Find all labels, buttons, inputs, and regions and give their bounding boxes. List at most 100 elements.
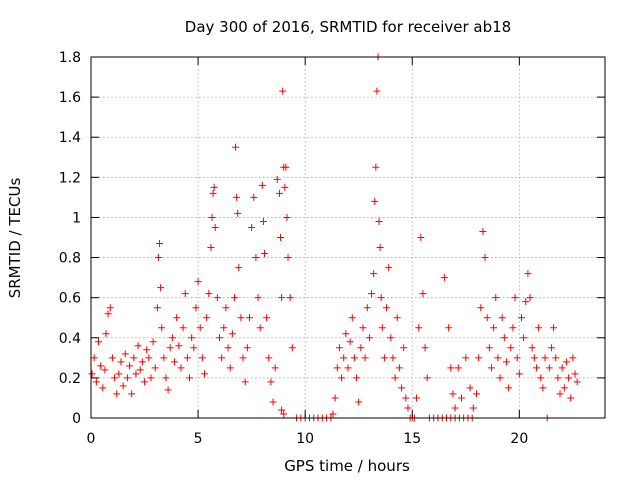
data-point — [288, 344, 296, 352]
data-point — [404, 404, 412, 412]
data-point — [573, 378, 581, 386]
data-point — [203, 314, 211, 322]
y-tick-label: 0.2 — [59, 371, 81, 387]
data-point — [90, 354, 98, 362]
data-point — [537, 374, 545, 382]
data-point — [149, 338, 157, 346]
data-point — [198, 354, 206, 362]
data-point — [490, 324, 498, 332]
data-point — [373, 87, 381, 95]
data-point — [269, 398, 277, 406]
data-point — [342, 330, 350, 338]
chart-title: Day 300 of 2016, SRMTID for receiver ab1… — [185, 18, 511, 36]
data-point — [248, 223, 256, 231]
data-point — [415, 324, 423, 332]
data-point — [539, 384, 547, 392]
data-point — [353, 374, 361, 382]
data-point — [201, 370, 209, 378]
data-point — [157, 284, 165, 292]
data-point — [166, 344, 174, 352]
data-point — [260, 250, 268, 258]
data-point — [108, 354, 116, 362]
data-point — [278, 294, 286, 302]
data-point — [175, 342, 183, 350]
data-point — [372, 163, 380, 171]
data-point — [340, 354, 348, 362]
x-tick-label: 20 — [510, 431, 528, 447]
data-point — [136, 366, 144, 374]
data-point — [226, 364, 234, 372]
data-point — [286, 294, 294, 302]
data-point — [447, 364, 455, 372]
data-point — [101, 366, 109, 374]
data-point — [94, 338, 102, 346]
data-point — [562, 358, 570, 366]
data-point — [560, 384, 568, 392]
data-point — [271, 364, 279, 372]
data-point — [417, 234, 425, 241]
data-point — [239, 354, 247, 362]
data-point — [377, 294, 385, 302]
data-point — [258, 181, 266, 189]
data-point — [216, 334, 223, 342]
plot-border — [90, 56, 606, 419]
data-point — [279, 87, 287, 95]
data-point — [145, 354, 153, 362]
data-point — [402, 394, 410, 402]
data-point — [188, 334, 196, 342]
data-point — [387, 334, 395, 342]
data-point — [507, 344, 515, 352]
y-tick-label: 1 — [72, 210, 81, 226]
data-point — [265, 354, 273, 362]
data-point — [281, 183, 289, 191]
data-point — [550, 324, 558, 332]
data-point — [380, 354, 388, 362]
data-point — [132, 370, 140, 378]
data-point — [147, 374, 155, 382]
data-point — [143, 346, 151, 354]
data-point — [130, 354, 138, 362]
data-point — [153, 304, 161, 312]
data-point — [569, 354, 577, 362]
grid-lines — [90, 56, 605, 419]
data-point — [498, 314, 506, 322]
data-point — [171, 358, 179, 366]
data-point — [466, 384, 474, 392]
data-point — [113, 390, 121, 398]
data-point — [385, 264, 393, 272]
data-point — [357, 344, 365, 352]
data-point — [365, 334, 373, 342]
x-tick-label: 5 — [194, 431, 203, 447]
data-point — [333, 364, 341, 372]
data-point — [389, 354, 397, 362]
data-point — [267, 378, 275, 386]
data-point — [492, 294, 500, 302]
data-point — [209, 189, 217, 197]
data-point — [500, 334, 508, 342]
data-point — [355, 398, 363, 406]
data-point — [208, 213, 216, 221]
data-point — [156, 240, 164, 248]
y-tick-label: 1.2 — [59, 170, 81, 186]
y-tick-label: 0 — [72, 411, 81, 427]
data-point — [232, 143, 240, 151]
data-point — [99, 384, 107, 392]
data-point — [263, 314, 271, 322]
data-point — [196, 324, 204, 332]
data-point — [211, 223, 219, 231]
data-point — [393, 314, 401, 322]
data-point — [556, 390, 564, 398]
tick-labels: 0 0.2 0.4 0.6 0.8 1 1.2 1.4 1.6 1.8 0 5 10 15 20 — [59, 50, 529, 447]
data-point — [121, 350, 129, 358]
data-point — [88, 370, 96, 378]
data-point — [119, 382, 127, 390]
data-point — [230, 294, 238, 302]
data-point — [481, 254, 489, 262]
data-point — [554, 374, 562, 382]
data-point — [368, 290, 376, 298]
data-point — [210, 183, 218, 191]
data-point — [475, 354, 483, 362]
data-point — [228, 330, 236, 338]
data-point — [177, 364, 185, 372]
